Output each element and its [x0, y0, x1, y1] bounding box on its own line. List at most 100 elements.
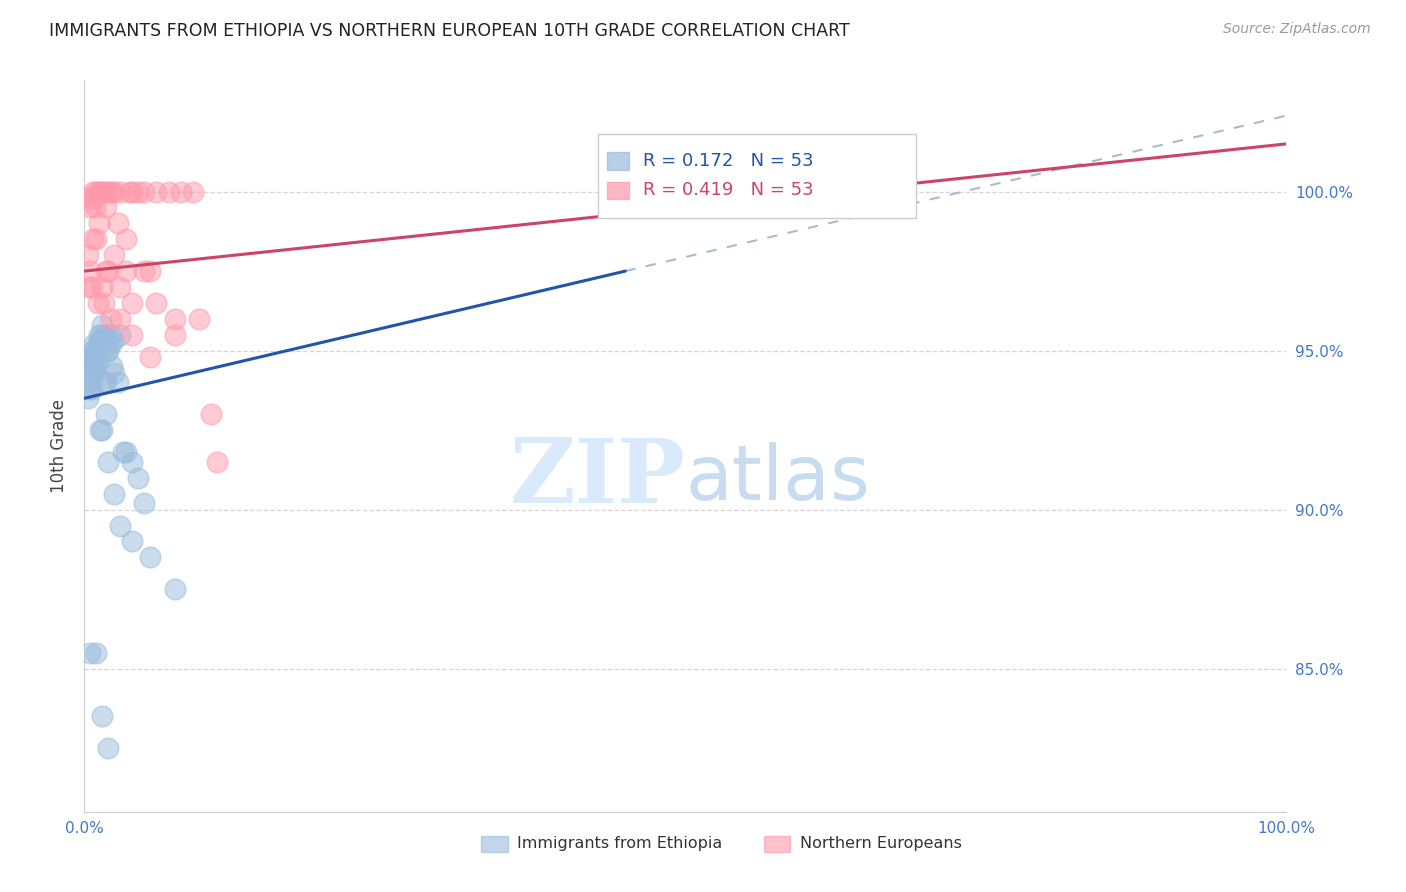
Bar [607, 153, 628, 169]
Point [91, 709, 114, 723]
Point [79, 646, 101, 660]
Point [90, 185, 112, 199]
Point [87, 353, 110, 368]
Point [110, 518, 132, 533]
Point [94, 185, 117, 199]
Point [93, 376, 115, 390]
Point [86, 343, 108, 358]
Point [91, 185, 114, 199]
Point [86, 646, 108, 660]
Point [91, 280, 114, 294]
Point [134, 185, 156, 199]
Point [82, 369, 104, 384]
Point [91, 423, 114, 437]
Point [127, 471, 149, 485]
Point [94, 264, 117, 278]
Point [100, 311, 122, 326]
Bar [481, 836, 508, 852]
Point [94, 376, 117, 390]
Point [77, 248, 100, 262]
Point [110, 327, 132, 342]
Point [80, 366, 103, 380]
Point [145, 185, 167, 199]
Text: Immigrants from Ethiopia: Immigrants from Ethiopia [517, 837, 723, 851]
Point [83, 337, 105, 351]
Point [163, 311, 186, 326]
Point [80, 343, 103, 358]
Point [111, 445, 134, 459]
Point [97, 455, 120, 469]
Point [87, 185, 110, 199]
Point [80, 382, 103, 396]
Point [77, 382, 100, 396]
Point [121, 185, 143, 199]
Point [205, 455, 228, 469]
Point [79, 350, 101, 364]
Text: Source: ZipAtlas.com: Source: ZipAtlas.com [1223, 22, 1371, 37]
Point [200, 407, 222, 421]
Point [77, 280, 100, 294]
Point [77, 191, 100, 205]
Point [94, 407, 117, 421]
Point [94, 201, 117, 215]
Y-axis label: 10th Grade: 10th Grade [49, 399, 67, 493]
Point [121, 534, 143, 549]
Point [115, 445, 138, 459]
Point [82, 350, 104, 364]
Point [79, 376, 101, 390]
Point [98, 337, 121, 351]
Point [79, 201, 101, 215]
Point [157, 185, 180, 199]
Text: IMMIGRANTS FROM ETHIOPIA VS NORTHERN EUROPEAN 10TH GRADE CORRELATION CHART: IMMIGRANTS FROM ETHIOPIA VS NORTHERN EUR… [49, 22, 851, 40]
Point [86, 232, 108, 246]
Point [79, 264, 101, 278]
Point [83, 359, 105, 374]
Text: R = 0.419   N = 53: R = 0.419 N = 53 [644, 181, 814, 199]
Point [103, 185, 125, 199]
Text: R = 0.172   N = 53: R = 0.172 N = 53 [644, 152, 814, 170]
Point [87, 216, 110, 230]
Point [169, 185, 191, 199]
Point [134, 496, 156, 510]
Point [101, 359, 124, 374]
Point [94, 327, 117, 342]
Text: atlas: atlas [686, 442, 870, 516]
FancyBboxPatch shape [598, 134, 917, 218]
Point [134, 264, 156, 278]
Point [139, 550, 162, 565]
Point [163, 327, 186, 342]
Point [96, 343, 118, 358]
Point [86, 185, 108, 199]
Bar [607, 182, 628, 199]
Point [87, 327, 110, 342]
Point [163, 582, 186, 596]
Point [139, 264, 162, 278]
Point [91, 318, 114, 333]
Point [107, 376, 129, 390]
Point [110, 311, 132, 326]
Point [97, 185, 120, 199]
Point [127, 185, 149, 199]
Point [97, 343, 120, 358]
Point [100, 185, 122, 199]
Point [110, 185, 132, 199]
Point [86, 337, 108, 351]
Point [121, 327, 143, 342]
Bar [763, 836, 790, 852]
Point [97, 741, 120, 756]
Point [77, 392, 100, 406]
Point [77, 359, 100, 374]
Point [103, 486, 125, 500]
Point [121, 455, 143, 469]
Point [118, 185, 141, 199]
Point [84, 201, 107, 215]
Point [110, 280, 132, 294]
Text: ZIP: ZIP [509, 435, 686, 523]
Point [181, 185, 204, 199]
Point [97, 264, 120, 278]
Point [82, 185, 104, 199]
Point [103, 248, 125, 262]
Point [103, 366, 125, 380]
Point [121, 296, 143, 310]
Point [84, 350, 107, 364]
